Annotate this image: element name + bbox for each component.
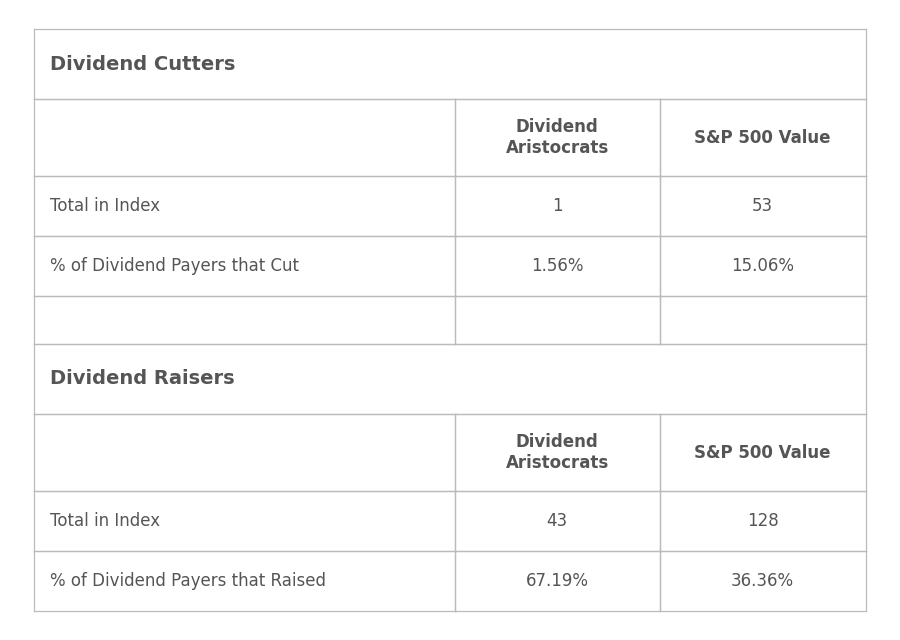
Text: 128: 128 [747, 512, 778, 530]
Text: 43: 43 [546, 512, 568, 530]
Text: 53: 53 [752, 197, 773, 216]
Text: 36.36%: 36.36% [731, 572, 795, 590]
Text: Dividend Raisers: Dividend Raisers [50, 369, 235, 388]
Text: S&P 500 Value: S&P 500 Value [695, 444, 831, 461]
Text: Total in Index: Total in Index [50, 512, 160, 530]
Text: 15.06%: 15.06% [731, 257, 794, 275]
Text: 1: 1 [552, 197, 562, 216]
Text: S&P 500 Value: S&P 500 Value [695, 129, 831, 147]
Text: % of Dividend Payers that Raised: % of Dividend Payers that Raised [50, 572, 327, 590]
Text: Dividend
Aristocrats: Dividend Aristocrats [506, 118, 608, 157]
Text: 67.19%: 67.19% [526, 572, 589, 590]
Text: Total in Index: Total in Index [50, 197, 160, 216]
Text: Dividend Cutters: Dividend Cutters [50, 54, 236, 74]
Text: % of Dividend Payers that Cut: % of Dividend Payers that Cut [50, 257, 300, 275]
Text: Dividend
Aristocrats: Dividend Aristocrats [506, 433, 608, 472]
Text: 1.56%: 1.56% [531, 257, 583, 275]
